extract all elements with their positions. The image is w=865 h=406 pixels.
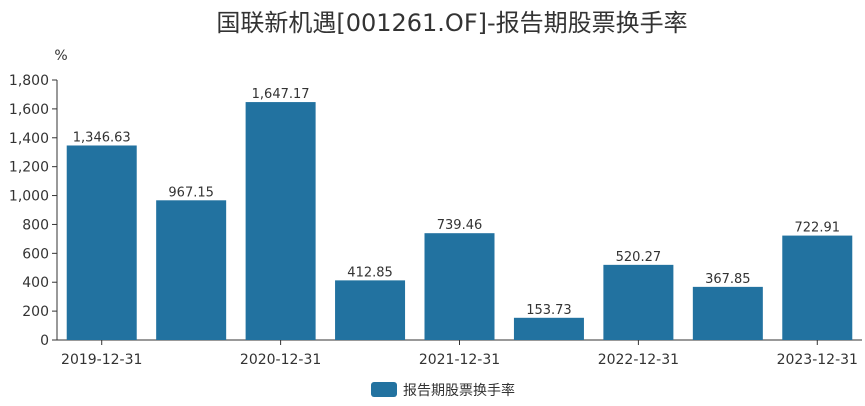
x-axis: 2019-12-31 2020-12-31 2021-12-31 2022-12-31… <box>57 339 862 368</box>
data-label: 1,346.63 <box>73 130 131 145</box>
y-tick-label: 600 <box>22 246 49 262</box>
x-tick-label: 2019-12-31 <box>61 352 142 368</box>
bar[interactable] <box>424 233 495 340</box>
data-label: 739.46 <box>437 218 483 233</box>
bar[interactable] <box>603 264 674 340</box>
y-tick-label: 1,600 <box>9 102 49 118</box>
x-tick-label: 2023-12-31 <box>777 352 858 368</box>
bar[interactable] <box>692 286 763 340</box>
x-tick-label: 2020-12-31 <box>240 352 321 368</box>
x-tick-label: 2022-12-31 <box>598 352 679 368</box>
y-tick-label: 200 <box>22 304 49 320</box>
bar-series <box>66 102 853 341</box>
legend-label[interactable]: 报告期股票换手率 <box>403 382 515 399</box>
y-tick-label: 800 <box>22 217 49 233</box>
y-axis-unit: % <box>54 48 67 64</box>
y-tick-label: 1,800 <box>9 73 49 89</box>
bar[interactable] <box>513 317 584 340</box>
y-axis: 0 200 400 600 800 1,000 1,200 1,400 1,600 1,800 <box>9 73 58 349</box>
y-tick-label: 400 <box>22 275 49 291</box>
data-label: 520.27 <box>616 250 662 265</box>
legend[interactable]: 报告期股票换手率 <box>371 382 515 399</box>
y-tick-label: 1,400 <box>9 131 49 147</box>
y-tick-label: 0 <box>40 333 49 349</box>
chart-title: 国联新机遇[001261.OF]-报告期股票换手率 <box>216 9 687 37</box>
data-label: 967.15 <box>168 185 214 200</box>
data-label: 722.91 <box>795 221 841 236</box>
y-tick-label: 1,200 <box>9 160 49 176</box>
y-tick-label: 1,000 <box>9 189 49 205</box>
bar[interactable] <box>245 102 316 341</box>
bar[interactable] <box>66 145 137 340</box>
data-label: 367.85 <box>705 272 751 287</box>
data-label: 153.73 <box>526 303 572 318</box>
data-label: 1,647.17 <box>252 87 310 102</box>
data-labels: 1,346.63 967.15 1,647.17 412.85 739.46 153.73… <box>73 87 840 318</box>
data-label: 412.85 <box>347 265 393 280</box>
legend-swatch[interactable] <box>371 382 397 397</box>
bar[interactable] <box>156 200 227 340</box>
bar[interactable] <box>335 280 406 340</box>
x-tick-label: 2021-12-31 <box>419 352 500 368</box>
bar[interactable] <box>782 235 853 340</box>
